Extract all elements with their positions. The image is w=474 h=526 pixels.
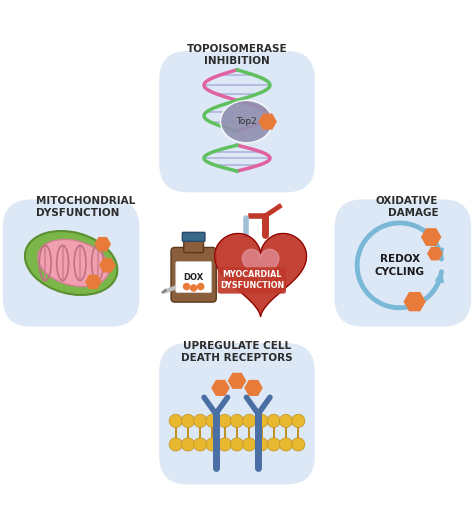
Ellipse shape <box>38 239 109 287</box>
FancyBboxPatch shape <box>184 238 203 252</box>
Circle shape <box>206 414 219 428</box>
Circle shape <box>279 438 292 451</box>
Polygon shape <box>404 292 425 311</box>
Circle shape <box>292 438 305 451</box>
Text: MYOCARDIAL
DYSFUNCTION: MYOCARDIAL DYSFUNCTION <box>220 270 284 290</box>
FancyBboxPatch shape <box>335 199 471 327</box>
Polygon shape <box>422 229 440 245</box>
Circle shape <box>255 438 268 451</box>
FancyBboxPatch shape <box>176 261 211 292</box>
FancyBboxPatch shape <box>159 51 315 193</box>
Polygon shape <box>245 380 262 395</box>
FancyBboxPatch shape <box>3 199 139 327</box>
Circle shape <box>183 283 191 290</box>
Circle shape <box>206 438 219 451</box>
FancyBboxPatch shape <box>171 247 216 302</box>
Circle shape <box>279 414 292 428</box>
Circle shape <box>267 414 280 428</box>
Circle shape <box>194 438 207 451</box>
Ellipse shape <box>25 231 118 295</box>
Circle shape <box>230 438 244 451</box>
Circle shape <box>243 438 256 451</box>
Ellipse shape <box>220 100 273 143</box>
Polygon shape <box>428 247 442 260</box>
Polygon shape <box>215 234 307 317</box>
Circle shape <box>230 414 244 428</box>
Text: TOPOISOMERASE
INHIBITION: TOPOISOMERASE INHIBITION <box>187 44 287 66</box>
Text: OXIDATIVE
DAMAGE: OXIDATIVE DAMAGE <box>376 196 438 218</box>
Circle shape <box>267 438 280 451</box>
Circle shape <box>255 414 268 428</box>
Circle shape <box>218 438 231 451</box>
Circle shape <box>292 414 305 428</box>
Text: Top2: Top2 <box>236 117 257 126</box>
Circle shape <box>169 438 182 451</box>
Text: UPREGULATE CELL
DEATH RECEPTORS: UPREGULATE CELL DEATH RECEPTORS <box>181 341 293 363</box>
Polygon shape <box>259 114 276 129</box>
Text: REDOX
CYCLING: REDOX CYCLING <box>374 254 425 277</box>
Polygon shape <box>212 380 229 395</box>
Circle shape <box>243 414 256 428</box>
Circle shape <box>194 414 207 428</box>
Text: MITOCHONDRIAL
DYSFUNCTION: MITOCHONDRIAL DYSFUNCTION <box>36 196 135 218</box>
Circle shape <box>169 414 182 428</box>
Text: DOX: DOX <box>183 272 204 281</box>
FancyBboxPatch shape <box>182 232 205 241</box>
Polygon shape <box>86 275 101 288</box>
Polygon shape <box>242 249 279 282</box>
Circle shape <box>190 284 197 292</box>
Circle shape <box>182 438 195 451</box>
Polygon shape <box>95 238 110 251</box>
FancyBboxPatch shape <box>159 343 315 484</box>
Circle shape <box>182 414 195 428</box>
Polygon shape <box>100 259 115 272</box>
FancyBboxPatch shape <box>218 267 286 294</box>
Circle shape <box>218 414 231 428</box>
Circle shape <box>197 283 204 290</box>
Polygon shape <box>228 373 246 388</box>
